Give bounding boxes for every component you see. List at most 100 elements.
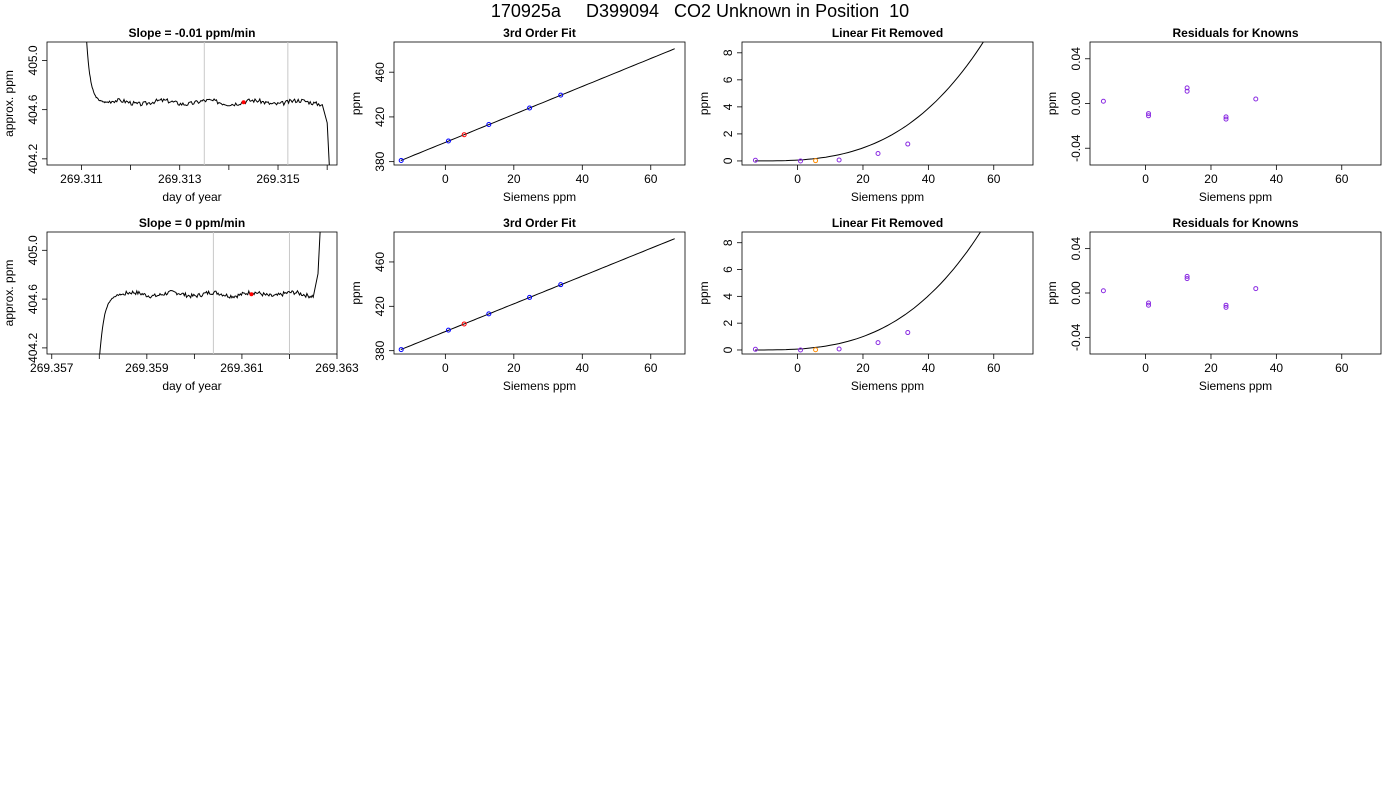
- chart-title: Residuals for Knowns: [1172, 26, 1298, 40]
- plot-area: [752, 42, 984, 164]
- x-tick-label: 60: [1335, 361, 1349, 375]
- plot-frame: [393, 41, 686, 166]
- data-point: [1146, 111, 1152, 117]
- chart-title: Slope = 0 ppm/min: [139, 216, 245, 230]
- x-tick-label: 40: [922, 172, 936, 186]
- page-title: 170925a D399094 CO2 Unknown in Position …: [490, 1, 910, 21]
- x-tick-label: 0: [442, 172, 449, 186]
- trace-line: [99, 232, 321, 354]
- y-tick-label: 404.6: [26, 94, 40, 124]
- plot-area: [398, 48, 675, 164]
- y-tick-label: 405.0: [26, 235, 40, 265]
- data-point: [1253, 96, 1259, 102]
- y-tick-label: 420: [373, 107, 387, 127]
- data-point: [445, 138, 451, 144]
- plot-frame: [393, 231, 686, 355]
- plot-area: [99, 232, 321, 354]
- data-point: [486, 122, 492, 128]
- x-tick-label: 269.361: [220, 361, 264, 375]
- y-axis-label: ppm: [1045, 92, 1059, 115]
- fit-curve: [400, 238, 675, 351]
- y-tick-label: -0.04: [1069, 323, 1083, 351]
- data-point: [398, 347, 404, 353]
- data-point: [752, 157, 758, 163]
- x-axis-label: Siemens ppm: [851, 190, 924, 204]
- fit-curve: [755, 42, 984, 162]
- data-point: [798, 347, 804, 353]
- y-axis-label: approx. ppm: [2, 70, 16, 137]
- x-tick-label: 0: [1142, 172, 1149, 186]
- fit-curve: [400, 48, 675, 161]
- y-tick-label: 6: [721, 266, 735, 273]
- data-point: [905, 330, 911, 336]
- data-point: [1223, 116, 1229, 122]
- x-axis-label: Siemens ppm: [1199, 379, 1272, 393]
- data-point: [461, 132, 467, 138]
- chart-panel: Residuals for Knowns Siemens ppm ppm 0 20 40 6…: [1045, 26, 1382, 204]
- x-axis-label: Siemens ppm: [503, 190, 576, 204]
- data-point: [558, 92, 564, 98]
- chart-title: 3rd Order Fit: [503, 216, 576, 230]
- x-tick-label: 269.313: [158, 172, 202, 186]
- y-tick-label: 0: [721, 157, 735, 164]
- plot-area: [86, 42, 330, 165]
- chart-title: Linear Fit Removed: [832, 26, 943, 40]
- y-tick-label: 404.2: [26, 333, 40, 363]
- y-tick-label: 380: [373, 151, 387, 171]
- plot-area: [1100, 85, 1259, 122]
- y-tick-label: 0.04: [1069, 237, 1083, 261]
- data-point: [813, 158, 819, 164]
- x-tick-label: 20: [1204, 361, 1218, 375]
- plot-area: [1100, 273, 1259, 310]
- data-point: [1184, 276, 1190, 282]
- y-tick-label: 8: [721, 49, 735, 56]
- x-tick-label: 20: [856, 361, 870, 375]
- y-tick-label: 405.0: [26, 45, 40, 75]
- x-tick-label: 40: [922, 361, 936, 375]
- x-axis-label: day of year: [162, 190, 221, 204]
- y-tick-label: 6: [721, 76, 735, 83]
- x-tick-label: 0: [794, 172, 801, 186]
- plot-frame: [46, 231, 338, 355]
- data-point: [798, 158, 804, 164]
- y-axis-label: ppm: [349, 281, 363, 304]
- data-point: [1100, 98, 1106, 104]
- data-point: [1146, 113, 1152, 119]
- data-point: [558, 282, 564, 288]
- data-point: [875, 340, 881, 346]
- data-point: [1146, 300, 1152, 306]
- x-axis-label: Siemens ppm: [1199, 190, 1272, 204]
- chart-title: Residuals for Knowns: [1172, 216, 1298, 230]
- data-point: [1223, 304, 1229, 310]
- y-tick-label: 2: [721, 320, 735, 327]
- x-tick-label: 60: [1335, 172, 1349, 186]
- data-point: [461, 321, 467, 327]
- x-tick-label: 60: [987, 361, 1001, 375]
- y-axis-label: ppm: [349, 92, 363, 115]
- x-tick-label: 40: [576, 361, 590, 375]
- data-point: [486, 311, 492, 317]
- y-tick-label: 420: [373, 296, 387, 316]
- x-tick-label: 0: [1142, 361, 1149, 375]
- unknown-marker: [249, 292, 254, 297]
- y-tick-label: 8: [721, 239, 735, 246]
- y-tick-label: 380: [373, 340, 387, 360]
- data-point: [1184, 88, 1190, 94]
- y-axis-label: approx. ppm: [2, 260, 16, 327]
- x-tick-label: 20: [1204, 172, 1218, 186]
- y-axis-label: ppm: [697, 92, 711, 115]
- chart-panel: Slope = -0.01 ppm/min day of year approx. …: [2, 26, 338, 204]
- x-tick-label: 269.359: [125, 361, 169, 375]
- x-tick-label: 269.357: [30, 361, 74, 375]
- x-tick-label: 40: [1270, 361, 1284, 375]
- x-tick-label: 60: [644, 361, 658, 375]
- y-tick-label: 460: [373, 252, 387, 272]
- data-point: [1184, 273, 1190, 279]
- y-tick-label: 404.6: [26, 284, 40, 314]
- trace-line: [86, 42, 330, 165]
- data-point: [813, 347, 819, 353]
- x-tick-label: 0: [442, 361, 449, 375]
- y-axis-label: ppm: [1045, 281, 1059, 304]
- y-tick-label: 0.00: [1069, 91, 1083, 115]
